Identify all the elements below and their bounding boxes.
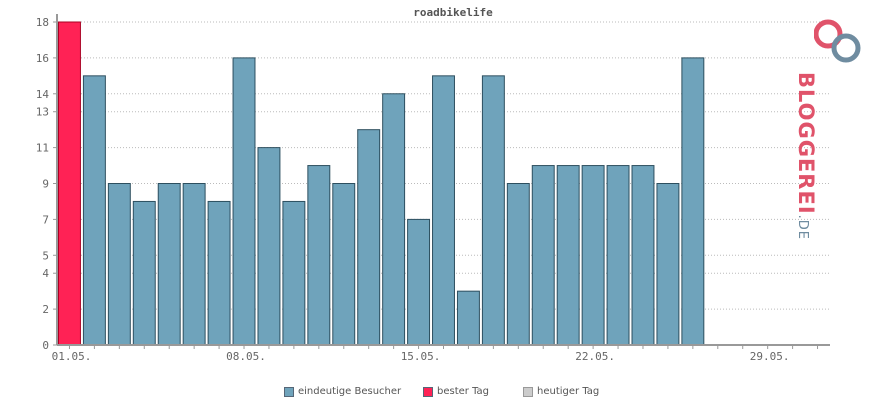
bar	[407, 218, 431, 346]
bar	[556, 165, 580, 346]
bar	[531, 165, 555, 346]
bar-best-day	[58, 21, 81, 346]
legend-swatch	[423, 386, 433, 397]
legend-label: eindeutige Besucher	[298, 386, 402, 397]
bar	[157, 183, 181, 346]
legend-item-visitors: eindeutige Besucher	[284, 386, 401, 397]
bar	[631, 165, 655, 346]
y-tick-label: 2	[42, 303, 49, 316]
bloggerei-logo-text: BLOGGEREI.DE	[794, 72, 818, 240]
legend-item-today: heutiger Tag	[523, 386, 599, 397]
legend: eindeutige Besucher bester Tag heutiger …	[0, 386, 870, 400]
bar	[357, 129, 381, 346]
bar	[107, 183, 131, 346]
y-tick-label: 11	[36, 142, 49, 155]
y-tick-label: 4	[42, 267, 49, 280]
x-tick-label: 01.05.	[52, 350, 92, 363]
x-tick-label: 29.05.	[750, 350, 790, 363]
chart-title: roadbikelife	[413, 6, 493, 19]
bar	[481, 75, 505, 346]
y-tick-label: 13	[36, 106, 49, 119]
y-axis-ticks: 0 2 4 5 7 9 11 13 14 16 18	[36, 16, 57, 352]
bloggerei-logo: BLOGGEREI.DE	[794, 14, 868, 240]
legend-item-best-day: bester Tag	[423, 386, 489, 397]
logo-suffix: .DE	[795, 214, 810, 240]
x-tick-label: 22.05.	[575, 350, 615, 363]
y-tick-label: 9	[42, 178, 49, 191]
x-axis-ticks: 01.05. 08.05. 15.05. 22.05. 29.05.	[52, 345, 819, 363]
x-tick-label: 08.05.	[226, 350, 266, 363]
y-tick-label: 16	[36, 52, 49, 65]
bar	[132, 200, 156, 346]
bars	[58, 21, 705, 346]
legend-swatch	[523, 386, 533, 397]
y-tick-label: 5	[42, 249, 49, 262]
x-tick-label: 15.05.	[401, 350, 441, 363]
bar	[681, 57, 705, 346]
bar	[232, 57, 256, 346]
legend-label: heutiger Tag	[537, 386, 600, 397]
bar	[282, 200, 306, 346]
bar	[182, 183, 206, 346]
bar	[432, 75, 455, 346]
bar	[456, 290, 480, 346]
bar	[581, 165, 605, 346]
y-tick-label: 0	[42, 339, 49, 352]
bar	[307, 165, 331, 346]
bar	[506, 183, 530, 346]
logo-name: BLOGGEREI	[794, 72, 818, 215]
y-tick-label: 18	[36, 16, 49, 29]
bar	[257, 147, 281, 346]
bloggerei-logo-icon	[814, 19, 861, 63]
legend-label: bester Tag	[437, 386, 490, 397]
bar	[606, 165, 630, 346]
bar	[332, 183, 356, 346]
legend-swatch	[284, 386, 294, 397]
y-tick-label: 7	[42, 213, 49, 226]
bar	[656, 183, 680, 346]
bar	[207, 200, 231, 346]
y-tick-label: 14	[36, 88, 50, 101]
bar	[82, 75, 106, 346]
bar	[382, 93, 406, 346]
